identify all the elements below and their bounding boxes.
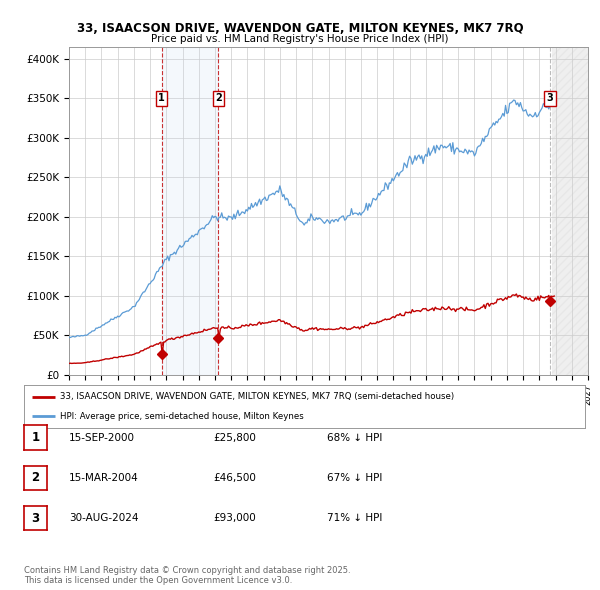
Text: 33, ISAACSON DRIVE, WAVENDON GATE, MILTON KEYNES, MK7 7RQ (semi-detached house): 33, ISAACSON DRIVE, WAVENDON GATE, MILTO… — [61, 392, 455, 401]
Text: 1: 1 — [158, 93, 165, 103]
Bar — [551, 47, 588, 375]
Text: Contains HM Land Registry data © Crown copyright and database right 2025.
This d: Contains HM Land Registry data © Crown c… — [24, 566, 350, 585]
Text: £93,000: £93,000 — [213, 513, 256, 523]
Text: 68% ↓ HPI: 68% ↓ HPI — [327, 433, 382, 442]
Text: HPI: Average price, semi-detached house, Milton Keynes: HPI: Average price, semi-detached house,… — [61, 412, 304, 421]
Text: Price paid vs. HM Land Registry's House Price Index (HPI): Price paid vs. HM Land Registry's House … — [151, 34, 449, 44]
Text: 2: 2 — [31, 471, 40, 484]
Text: 2: 2 — [215, 93, 222, 103]
Text: 71% ↓ HPI: 71% ↓ HPI — [327, 513, 382, 523]
Text: 30-AUG-2024: 30-AUG-2024 — [69, 513, 139, 523]
Text: 15-MAR-2004: 15-MAR-2004 — [69, 473, 139, 483]
Text: £46,500: £46,500 — [213, 473, 256, 483]
Text: 67% ↓ HPI: 67% ↓ HPI — [327, 473, 382, 483]
Text: 33, ISAACSON DRIVE, WAVENDON GATE, MILTON KEYNES, MK7 7RQ: 33, ISAACSON DRIVE, WAVENDON GATE, MILTO… — [77, 22, 523, 35]
Text: 3: 3 — [31, 512, 40, 525]
Text: 3: 3 — [547, 93, 553, 103]
Text: 15-SEP-2000: 15-SEP-2000 — [69, 433, 135, 442]
Text: 1: 1 — [31, 431, 40, 444]
Text: £25,800: £25,800 — [213, 433, 256, 442]
Bar — [161, 47, 218, 375]
